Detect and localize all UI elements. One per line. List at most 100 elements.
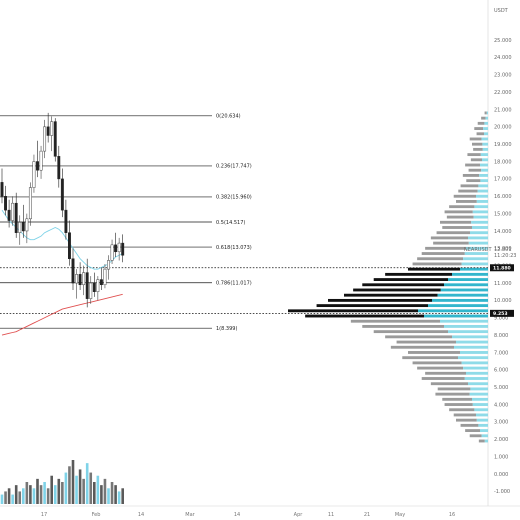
- y-tick-label: 18.000: [494, 159, 512, 165]
- volume-bar: [61, 482, 64, 504]
- volume-bar: [103, 478, 107, 504]
- candle-body: [32, 161, 36, 188]
- fib-label: 1(8.399): [216, 326, 237, 332]
- fib-label: 0.236(17.747): [216, 164, 252, 170]
- volume-profile-bar: [444, 210, 473, 214]
- candle-body: [114, 244, 118, 253]
- volume-bar: [0, 494, 4, 504]
- volume-profile-bar: [417, 257, 464, 261]
- volume-profile-bar-cyan: [466, 371, 488, 375]
- volume-profile-bar-cyan: [477, 189, 488, 193]
- volume-profile-bar-cyan: [479, 173, 488, 177]
- volume-profile-bar: [316, 304, 428, 308]
- fib-label: 0.618(13.073): [216, 245, 252, 251]
- volume-profile-bar-cyan: [464, 377, 488, 380]
- time-axis[interactable]: 17 Feb 14 Mar 14 Apr 11 21 May 16: [41, 512, 455, 518]
- volume-profile-bar: [484, 111, 487, 115]
- volume-profile-bar: [412, 361, 462, 365]
- volume-profile-bar: [433, 241, 469, 245]
- volume-profile-bar: [362, 283, 444, 287]
- volume-profile-bar: [478, 439, 485, 443]
- y-tick-label: 21.000: [494, 107, 512, 113]
- x-tick-label: 17: [41, 512, 47, 518]
- candles: [0, 112, 125, 308]
- candle-body: [53, 121, 57, 157]
- y-tick-label: 5.000: [494, 385, 508, 391]
- volume-bar: [57, 478, 61, 504]
- volume-bar: [110, 482, 114, 504]
- volume-profile-bar: [362, 324, 444, 328]
- volume-profile-bar-cyan: [470, 231, 488, 235]
- candle-body: [11, 202, 15, 221]
- candle-body: [7, 209, 11, 221]
- volume-profile-bar-cyan: [452, 335, 488, 339]
- volume-profile-bar-cyan: [454, 345, 488, 349]
- volume-profile-bar-cyan: [481, 434, 488, 438]
- volume-profile-bar-cyan: [480, 179, 488, 183]
- y-tick-label: 8.000: [494, 333, 508, 339]
- volume-profile-bar-cyan: [469, 392, 488, 396]
- candle-body: [89, 282, 93, 299]
- volume-profile-bar: [473, 147, 483, 151]
- x-tick-label: Apr: [294, 512, 304, 518]
- volume-profile: [288, 111, 488, 443]
- y-tick-label: 6.000: [494, 368, 508, 374]
- y-tick-label: 17.000: [494, 177, 512, 183]
- volume-bar: [85, 463, 89, 504]
- candle-body: [103, 268, 107, 286]
- volume-profile-bar: [476, 132, 484, 136]
- price-tag-box: [490, 264, 514, 272]
- volume-profile-bar-cyan: [484, 439, 488, 443]
- volume-profile-bar-cyan: [472, 403, 488, 406]
- volume-profile-bar: [396, 340, 456, 344]
- candle-body: [99, 279, 103, 286]
- volume-profile-bar: [442, 226, 472, 229]
- candle-body: [50, 121, 54, 136]
- volume-profile-bar-cyan: [458, 356, 488, 360]
- volume-profile-bar: [344, 293, 438, 297]
- volume-profile-bar: [408, 351, 460, 354]
- volume-profile-bar-cyan: [452, 272, 488, 276]
- volume-bar: [50, 475, 53, 504]
- candle-body: [4, 196, 7, 211]
- volume-profile-bar-cyan: [482, 147, 488, 151]
- volume-profile-bar-cyan: [472, 210, 488, 214]
- volume-profile-bar-cyan: [484, 132, 488, 136]
- volume-profile-bar: [474, 127, 484, 130]
- ma-blue-line: [1, 209, 123, 270]
- volume-bar: [117, 491, 121, 504]
- volume-profile-bar: [425, 246, 466, 250]
- volume-profile-bar-cyan: [481, 168, 488, 172]
- volume-bar: [114, 485, 117, 504]
- volume-profile-bar-cyan: [456, 340, 488, 344]
- volume-profile-bar: [402, 356, 458, 360]
- candle-body: [107, 260, 110, 270]
- fib-label: 0(20.634): [216, 114, 241, 120]
- volume-profile-bar-cyan: [478, 184, 488, 188]
- volume-profile-bar-cyan: [444, 324, 488, 328]
- volume-profile-bar-cyan: [468, 236, 488, 240]
- candle-body: [60, 178, 64, 211]
- volume-bar: [7, 488, 11, 504]
- volume-profile-bar: [437, 387, 471, 391]
- volume-profile-bar: [373, 330, 448, 334]
- volume-profile-bar-cyan: [474, 205, 488, 209]
- candle-body: [28, 187, 32, 220]
- volume-profile-bar-cyan: [474, 408, 488, 412]
- volume-bar: [68, 466, 71, 504]
- volume-profile-bar-cyan: [483, 127, 488, 130]
- volume-profile-bar-cyan: [418, 309, 488, 313]
- volume-profile-bar: [385, 335, 452, 339]
- candle-body: [96, 279, 100, 292]
- x-tick-label: Mar: [185, 512, 195, 518]
- volume-bar: [89, 472, 93, 504]
- volume-profile-bar: [444, 403, 473, 406]
- fib-label: 0.786(11.017): [216, 281, 252, 287]
- candle-body: [71, 258, 75, 284]
- volume-bar: [22, 488, 25, 504]
- volume-profile-bar-cyan: [461, 361, 488, 365]
- volume-profile-bar-cyan: [440, 288, 488, 292]
- volume-profile-bar-cyan: [480, 429, 488, 433]
